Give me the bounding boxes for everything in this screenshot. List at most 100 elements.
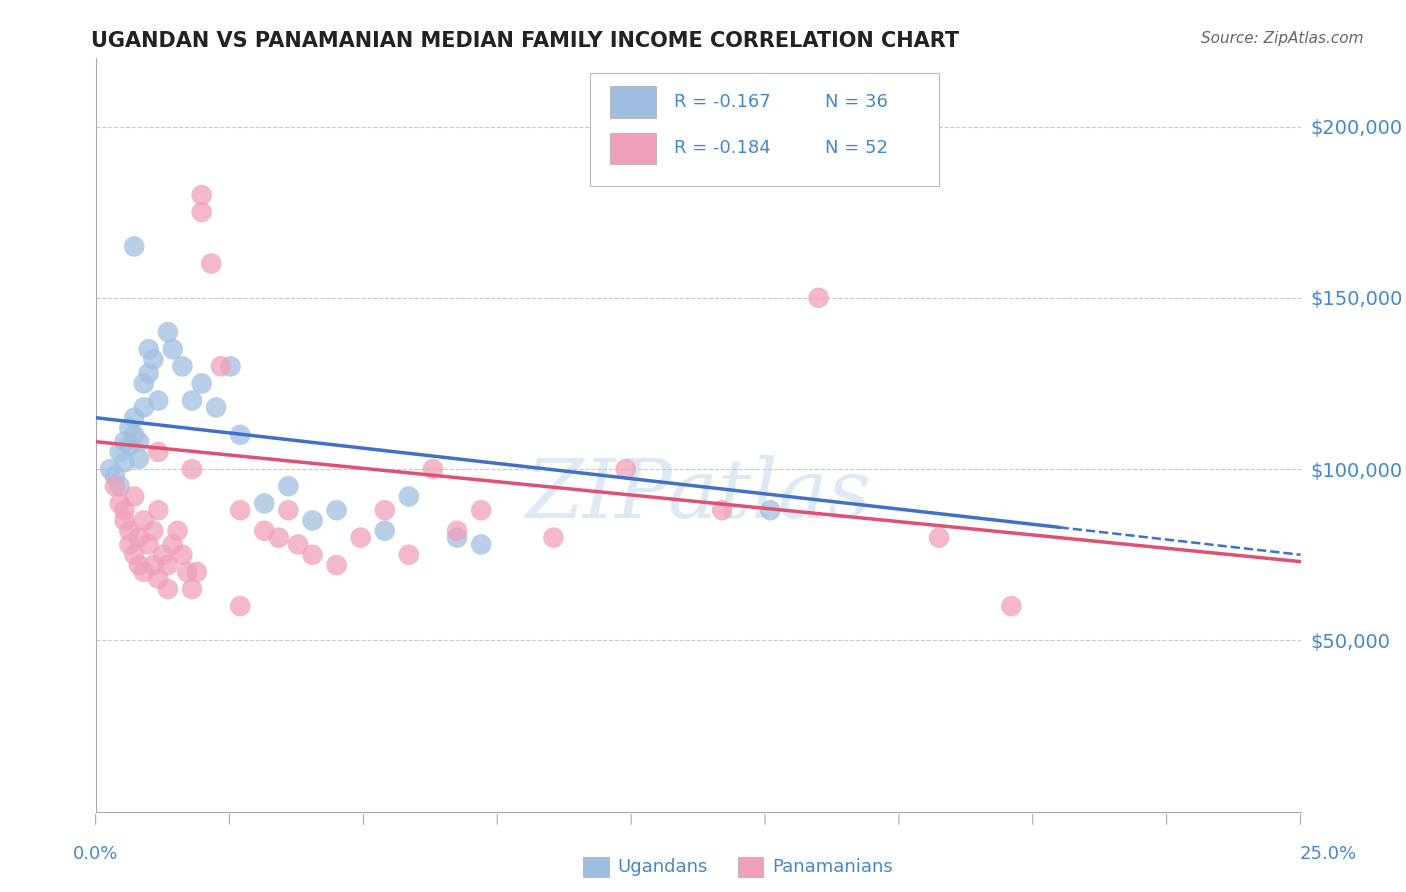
- Text: Ugandans: Ugandans: [617, 858, 707, 876]
- Point: [156, 558, 179, 572]
- Point: [325, 503, 347, 517]
- Point: [114, 514, 136, 528]
- Point: [108, 479, 131, 493]
- Point: [162, 342, 184, 356]
- Point: [470, 537, 492, 551]
- Point: [122, 239, 145, 253]
- Point: [190, 188, 212, 202]
- Point: [122, 410, 145, 425]
- Bar: [610, 86, 657, 118]
- Point: [301, 514, 323, 528]
- Point: [398, 490, 420, 504]
- Point: [350, 531, 373, 545]
- Point: [98, 462, 121, 476]
- Point: [807, 291, 830, 305]
- Point: [142, 524, 165, 538]
- Point: [219, 359, 242, 374]
- Point: [186, 565, 208, 579]
- Point: [181, 582, 204, 596]
- Point: [200, 256, 222, 270]
- Point: [118, 537, 141, 551]
- Text: UGANDAN VS PANAMANIAN MEDIAN FAMILY INCOME CORRELATION CHART: UGANDAN VS PANAMANIAN MEDIAN FAMILY INCO…: [91, 31, 959, 51]
- Point: [181, 462, 204, 476]
- Point: [142, 352, 165, 367]
- Point: [122, 427, 145, 442]
- Point: [148, 503, 170, 517]
- Point: [148, 572, 170, 586]
- Point: [148, 393, 170, 408]
- Point: [287, 537, 309, 551]
- Point: [122, 490, 145, 504]
- Point: [132, 376, 155, 391]
- Point: [128, 531, 150, 545]
- Point: [253, 496, 276, 510]
- Point: [277, 479, 299, 493]
- Point: [172, 548, 194, 562]
- Text: R = -0.184: R = -0.184: [673, 139, 770, 157]
- Point: [614, 462, 637, 476]
- Bar: [610, 133, 657, 164]
- Point: [114, 434, 136, 449]
- Point: [172, 359, 194, 374]
- Point: [138, 366, 160, 380]
- Point: [422, 462, 444, 476]
- Point: [928, 531, 950, 545]
- Point: [446, 524, 468, 538]
- Point: [108, 445, 131, 459]
- Point: [118, 421, 141, 435]
- Point: [301, 548, 323, 562]
- FancyBboxPatch shape: [589, 73, 939, 186]
- Point: [325, 558, 347, 572]
- Point: [205, 401, 228, 415]
- Point: [1000, 599, 1022, 614]
- Point: [166, 524, 188, 538]
- Point: [118, 438, 141, 452]
- Point: [374, 503, 396, 517]
- Text: 0.0%: 0.0%: [73, 845, 118, 863]
- Point: [104, 469, 127, 483]
- Point: [118, 524, 141, 538]
- Point: [142, 558, 165, 572]
- Point: [374, 524, 396, 538]
- Point: [138, 537, 160, 551]
- Point: [108, 496, 131, 510]
- Text: N = 36: N = 36: [824, 93, 887, 111]
- Point: [132, 514, 155, 528]
- Point: [253, 524, 276, 538]
- Point: [711, 503, 734, 517]
- Point: [543, 531, 565, 545]
- Point: [128, 451, 150, 466]
- Point: [122, 548, 145, 562]
- Point: [398, 548, 420, 562]
- Point: [128, 558, 150, 572]
- Point: [267, 531, 290, 545]
- Point: [152, 548, 174, 562]
- Point: [162, 537, 184, 551]
- Point: [277, 503, 299, 517]
- Point: [759, 503, 782, 517]
- Point: [148, 445, 170, 459]
- Point: [138, 342, 160, 356]
- Point: [128, 434, 150, 449]
- Point: [209, 359, 232, 374]
- Point: [114, 503, 136, 517]
- Point: [114, 455, 136, 469]
- Point: [190, 376, 212, 391]
- Text: Source: ZipAtlas.com: Source: ZipAtlas.com: [1201, 31, 1364, 46]
- Point: [190, 205, 212, 219]
- Point: [229, 427, 252, 442]
- Point: [176, 565, 198, 579]
- Text: Panamanians: Panamanians: [772, 858, 893, 876]
- Text: 25.0%: 25.0%: [1301, 845, 1357, 863]
- Text: N = 52: N = 52: [824, 139, 887, 157]
- Text: R = -0.167: R = -0.167: [673, 93, 770, 111]
- Point: [446, 531, 468, 545]
- Point: [229, 503, 252, 517]
- Text: ZIPatlas: ZIPatlas: [526, 455, 870, 535]
- Point: [132, 565, 155, 579]
- Point: [104, 479, 127, 493]
- Point: [156, 582, 179, 596]
- Point: [470, 503, 492, 517]
- Point: [181, 393, 204, 408]
- Point: [132, 401, 155, 415]
